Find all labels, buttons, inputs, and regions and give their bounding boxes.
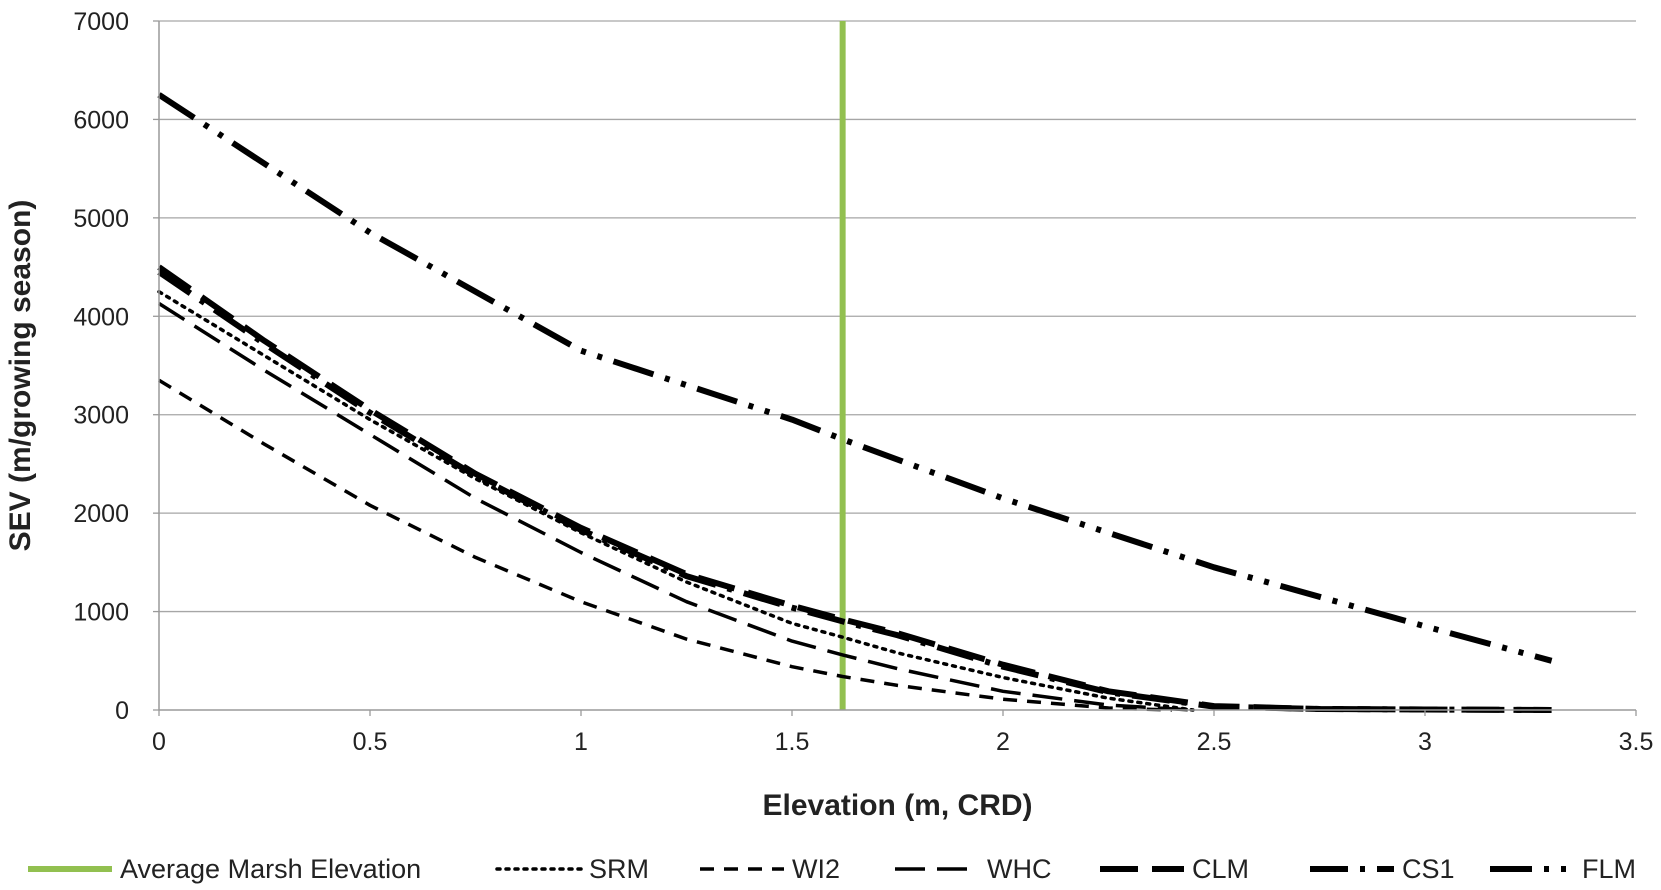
x-tick-label-2: 1 (574, 728, 588, 756)
legend: Average Marsh Elevation SRM WI2 WHC CLM CS1 FL… (28, 854, 1636, 884)
x-tick-label-5: 2.5 (1197, 728, 1232, 756)
legend-label-flm: FLM (1582, 854, 1636, 884)
legend-label-cs1: CS1 (1402, 854, 1455, 884)
y-tick-label-5: 5000 (73, 205, 129, 233)
series-lines (157, 92, 1553, 713)
y-tick-label-0: 0 (115, 697, 129, 725)
x-tick-label-7: 3.5 (1619, 728, 1654, 756)
y-axis-title: SEV (m/growing season) (4, 200, 37, 552)
series-line-whc (158, 302, 1194, 712)
y-tick-label-1: 1000 (73, 599, 129, 627)
series-line-clm (157, 264, 1552, 713)
x-tick-label-0: 0 (152, 728, 166, 756)
axes (158, 21, 1636, 711)
y-tick-label-2: 2000 (73, 500, 129, 528)
y-tick-label-3: 3000 (73, 402, 129, 430)
y-tick-labels: 0 1000 2000 3000 4000 5000 6000 7000 (73, 8, 159, 725)
x-tick-labels: 0 0.5 1 1.5 2 2.5 3 3.5 (152, 710, 1653, 756)
x-tick-label-6: 3 (1418, 728, 1432, 756)
y-tick-label-7: 7000 (73, 8, 129, 36)
legend-label-clm: CLM (1192, 854, 1249, 884)
gridlines (159, 20, 1636, 613)
x-axis-title: Elevation (m, CRD) (762, 789, 1032, 822)
x-tick-label-1: 0.5 (353, 728, 388, 756)
legend-label-whc: WHC (987, 854, 1051, 884)
legend-label-wi2: WI2 (792, 854, 840, 884)
series-line-cs1 (157, 269, 1552, 713)
x-tick-label-4: 2 (996, 728, 1010, 756)
y-tick-label-6: 6000 (73, 106, 129, 134)
legend-label-srm: SRM (589, 854, 649, 884)
series-line-flm (157, 92, 1553, 664)
series-line-srm (157, 289, 1195, 712)
y-tick-label-4: 4000 (73, 303, 129, 331)
x-tick-label-3: 1.5 (775, 728, 810, 756)
legend-label-average-marsh-elevation: Average Marsh Elevation (120, 854, 421, 884)
series-line-wi2 (158, 378, 1172, 712)
